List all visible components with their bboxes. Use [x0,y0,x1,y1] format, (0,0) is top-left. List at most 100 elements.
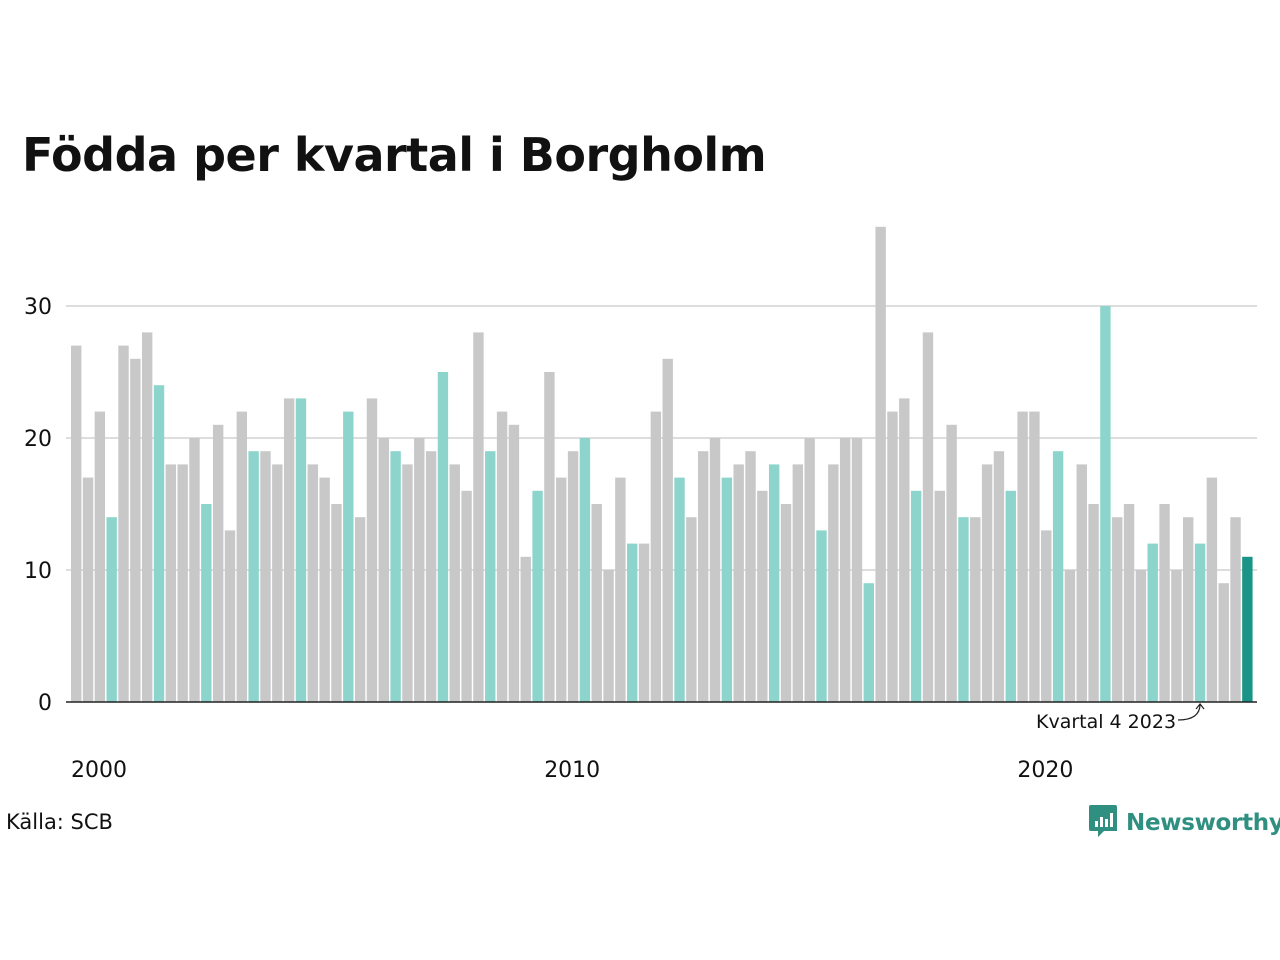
latest-annotation: Kvartal 4 2023 [1036,703,1205,733]
x-tick-label: 2000 [71,758,127,783]
bar [627,543,638,702]
bar [1076,464,1087,702]
bar [1218,583,1229,702]
x-axis: 2000 2010 2020 [71,758,1073,783]
source-note: Källa: SCB [6,810,113,834]
bar [260,451,271,702]
bar [1100,306,1111,702]
brand-name: Newsworthy [1126,810,1280,836]
bar [1206,477,1218,702]
bar [1147,543,1158,702]
bar [768,464,780,702]
newsworthy-logo-icon [1088,803,1118,843]
bar [520,556,531,702]
bar [615,477,626,702]
bar [591,504,602,702]
bar [118,345,129,702]
bar [130,358,141,702]
bar [319,477,330,702]
bar [414,438,425,702]
bar [1041,530,1052,702]
bar [1242,556,1253,702]
bar [851,438,863,702]
x-tick-label: 2010 [544,758,600,783]
bar [331,504,342,702]
bar [579,438,591,702]
bar [71,345,82,702]
bar [1183,517,1194,702]
bar [1017,411,1028,702]
bar [1171,570,1182,702]
x-tick-label: 2020 [1017,758,1073,783]
bar [1064,570,1076,702]
bar [839,438,851,702]
bar [1135,570,1147,702]
y-tick-label: 20 [24,427,52,452]
bar [650,411,662,702]
bar [910,490,922,702]
bar [745,451,756,702]
annotation-label: Kvartal 4 2023 [1036,711,1176,733]
bar [165,464,177,702]
bar [473,332,484,702]
bar [1123,504,1135,702]
bar [201,504,212,702]
bar [887,411,898,702]
bar [402,464,413,702]
bar [177,464,188,702]
bar [153,385,165,702]
bar [686,517,697,702]
bar [141,332,153,702]
bar [425,451,437,702]
bar [674,477,685,702]
bar [981,464,993,702]
bar [307,464,318,702]
bar [532,490,543,702]
bar [697,451,709,702]
bar [224,530,236,702]
bar [366,398,378,702]
bar [295,398,307,702]
brand-logo: Newsworthy [1088,803,1280,843]
bar [378,438,389,702]
bar [1005,490,1016,702]
bar [272,464,283,702]
bar [875,226,886,703]
bar [248,451,259,702]
bar [1052,451,1064,702]
bar [82,477,94,702]
bar [556,477,567,702]
chart-title: Födda per kvartal i Borgholm [22,128,767,182]
bar [662,358,673,702]
bar [106,517,117,702]
bar [1194,543,1206,702]
bar [638,543,650,702]
bar [283,398,295,702]
bar [1230,517,1241,702]
bar [603,570,614,702]
bar [757,490,768,702]
annotation-arrow [1178,703,1205,721]
bar [544,372,555,702]
bar [508,424,520,702]
bar [816,530,827,702]
bar [970,517,981,702]
bar [899,398,910,702]
bar [94,411,106,702]
bar [390,451,401,702]
bar [709,438,721,702]
bar [449,464,460,702]
bar [567,451,579,702]
bar [733,464,744,702]
bar [236,411,248,702]
bar [1029,411,1040,702]
bar [721,477,733,702]
bar [792,464,804,702]
bar [496,411,508,702]
y-axis: 0 10 20 30 [24,295,52,716]
bar [922,332,934,702]
bar [1112,517,1123,702]
bar [946,424,957,702]
bar [212,424,224,702]
bar [1159,504,1170,702]
